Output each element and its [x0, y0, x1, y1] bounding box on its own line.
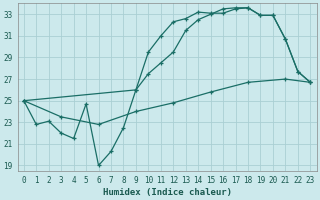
X-axis label: Humidex (Indice chaleur): Humidex (Indice chaleur) [102, 188, 232, 197]
